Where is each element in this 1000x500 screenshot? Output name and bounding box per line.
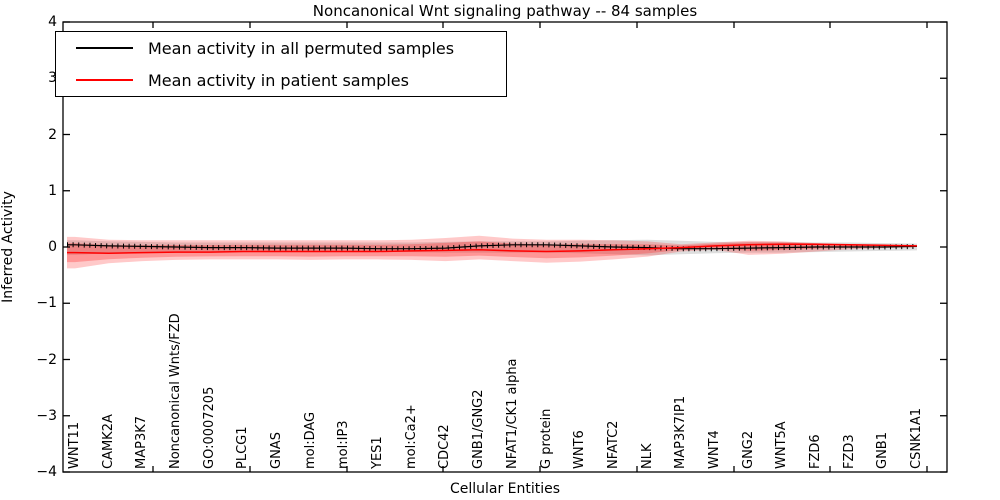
y-tick-label: −4 bbox=[36, 464, 57, 480]
legend: Mean activity in all permuted samples Me… bbox=[55, 31, 507, 97]
entity-label: mol:IP3 bbox=[336, 420, 352, 469]
entity-label: mol:DAG bbox=[302, 411, 318, 469]
entity-label: NLK bbox=[639, 443, 655, 470]
legend-line-red bbox=[76, 79, 133, 81]
entity-label: WNT5A bbox=[774, 421, 790, 469]
entity-label: NFAT1/CK1 alpha bbox=[504, 358, 520, 469]
entity-label: NFATC2 bbox=[605, 420, 621, 469]
entity-label: PLCG1 bbox=[235, 426, 251, 469]
entity-label: CAMK2A bbox=[100, 414, 116, 469]
y-tick-label: 0 bbox=[48, 239, 57, 255]
entity-label: GO:0007205 bbox=[201, 386, 217, 469]
entity-label: MAP3K7IP1 bbox=[673, 396, 689, 469]
legend-line-black bbox=[76, 47, 133, 49]
entity-label: MAP3K7 bbox=[134, 415, 150, 469]
x-axis-label: Cellular Entities bbox=[449, 481, 561, 497]
entity-label: YES1 bbox=[370, 436, 386, 469]
y-tick-label: −2 bbox=[36, 351, 57, 368]
entity-label: CSNK1A1 bbox=[909, 407, 924, 469]
entity-label: mol:Ca2+ bbox=[403, 404, 419, 469]
entity-label: G protein bbox=[538, 408, 554, 469]
legend-label: Mean activity in patient samples bbox=[148, 70, 409, 90]
y-tick-label: −3 bbox=[36, 407, 57, 424]
entity-label: CDC42 bbox=[437, 424, 453, 469]
permuted-mean-line bbox=[67, 244, 918, 250]
entity-label: Noncanonical Wnts/FZD bbox=[168, 313, 184, 469]
entity-label: WNT6 bbox=[572, 430, 588, 469]
y-tick-label: −1 bbox=[36, 295, 57, 312]
y-tick-label: 3 bbox=[48, 70, 57, 87]
entity-label: WNT4 bbox=[706, 430, 722, 469]
entity-label: FZD3 bbox=[841, 434, 857, 469]
entity-label: WNT11 bbox=[67, 421, 82, 469]
y-tick-label: 1 bbox=[48, 182, 57, 199]
entity-label: GNAS bbox=[269, 432, 285, 469]
entity-label: FZD6 bbox=[807, 434, 823, 469]
entity-label: GNB1 bbox=[875, 432, 891, 469]
legend-label: Mean activity in all permuted samples bbox=[148, 38, 455, 58]
entity-label: GNB1/GNG2 bbox=[471, 389, 487, 469]
patient-mean-line bbox=[67, 243, 918, 254]
y-tick-label: 4 bbox=[48, 14, 57, 30]
y-tick-label: 2 bbox=[48, 126, 57, 143]
chart-title: Noncanonical Wnt signaling pathway -- 84… bbox=[312, 2, 698, 20]
legend-item-patient: Mean activity in patient samples bbox=[56, 65, 506, 95]
entity-label: GNG2 bbox=[740, 430, 756, 469]
patient-std-band-outer bbox=[67, 235, 917, 269]
legend-item-permuted: Mean activity in all permuted samples bbox=[56, 33, 506, 63]
